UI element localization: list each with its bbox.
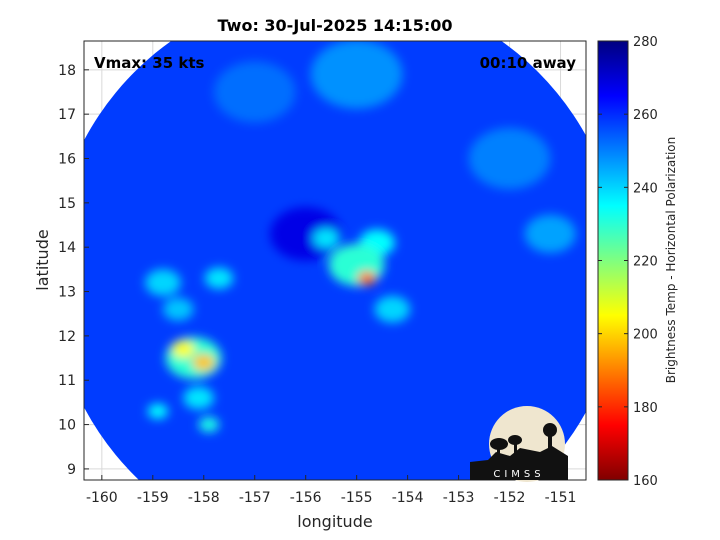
brightness-swath	[84, 41, 586, 480]
y-axis-label: latitude	[33, 229, 52, 290]
x-tick-label: -158	[188, 490, 220, 506]
temperature-feature	[183, 386, 214, 410]
temperature-feature	[162, 297, 194, 321]
temperature-feature	[147, 403, 169, 419]
axes-frame	[83, 40, 587, 481]
colorbar-tick-label: 180	[633, 401, 658, 416]
x-axis-label: longitude	[297, 512, 372, 531]
x-tick-label: -156	[290, 490, 322, 506]
x-tick-label: -160	[86, 490, 118, 506]
x-tick-label: -154	[392, 490, 424, 506]
temperature-feature	[313, 228, 339, 248]
colorbar-ticks: 160 180 200 220 240 260 280	[598, 35, 658, 489]
colorbar-tick-label: 160	[633, 474, 658, 489]
y-tick-label: 11	[58, 373, 76, 389]
temperature-feature	[524, 214, 576, 254]
temperature-feature	[204, 267, 234, 289]
y-tick-label: 15	[58, 196, 76, 212]
y-tick-label: 17	[58, 107, 76, 123]
logo-text: CIMSS	[493, 469, 544, 480]
x-tick-label: -159	[137, 490, 169, 506]
temperature-feature	[374, 295, 411, 323]
temperature-feature	[328, 243, 385, 286]
temperature-feature	[145, 269, 181, 297]
x-tick-label: -157	[239, 490, 271, 506]
x-axis-ticks: -160 -159 -158 -157 -156 -155 -154 -153 -152 -151	[86, 475, 576, 506]
colorbar-tick-label: 260	[633, 108, 658, 123]
temperature-feature	[172, 340, 195, 358]
colorbar-tick-label: 220	[633, 255, 658, 270]
colorbar-label: Brightness Temp - Horizontal Polarizatio…	[664, 137, 678, 384]
colorbar-tick-label: 240	[633, 181, 658, 196]
temperature-feature	[198, 416, 220, 433]
y-tick-label: 9	[67, 462, 76, 478]
colorbar-tick-label: 200	[633, 328, 658, 343]
temperature-feature	[192, 354, 215, 371]
y-tick-label: 18	[58, 63, 76, 79]
y-tick-label: 16	[58, 152, 76, 168]
temperature-feature	[468, 127, 551, 190]
vmax-annotation: Vmax: 35 kts	[94, 54, 204, 72]
y-tick-label: 13	[58, 285, 76, 301]
x-tick-label: -155	[341, 490, 373, 506]
colorbar	[597, 40, 629, 481]
x-tick-label: -152	[494, 490, 526, 506]
y-axis-ticks: 9 10 11 12 13 14 15 16 17 18	[58, 63, 89, 478]
time-away-annotation: 00:10 away	[480, 54, 577, 72]
temperature-feature	[357, 271, 377, 286]
temperature-feature	[310, 41, 403, 109]
y-tick-label: 14	[58, 240, 76, 256]
chart-title: Two: 30-Jul-2025 14:15:00	[218, 16, 453, 35]
colorbar-tick-label: 280	[633, 35, 658, 50]
x-tick-label: -153	[443, 490, 475, 506]
y-tick-label: 12	[58, 329, 76, 345]
temperature-feature	[213, 61, 296, 123]
y-tick-label: 10	[58, 418, 76, 434]
cimss-logo: CIMSS	[470, 406, 568, 482]
x-tick-label: -151	[545, 490, 577, 506]
